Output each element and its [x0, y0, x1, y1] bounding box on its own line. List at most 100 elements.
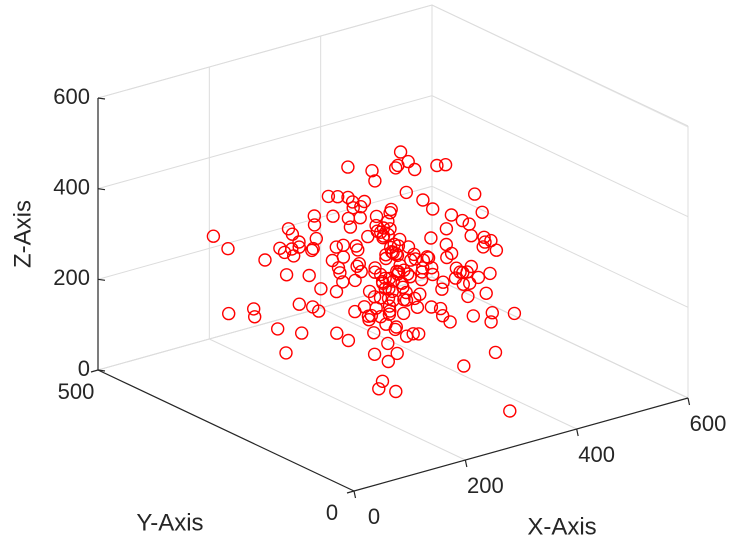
data-point: [438, 157, 453, 172]
data-point: [326, 209, 340, 223]
data-point: [329, 284, 344, 299]
x-tick-label: 400: [578, 442, 615, 467]
data-point: [279, 346, 293, 360]
data-point: [376, 230, 390, 245]
data-point: [367, 347, 382, 361]
data-point: [410, 300, 425, 314]
y-tick-label: 0: [326, 500, 338, 525]
data-point: [425, 261, 439, 275]
data-point: [364, 308, 379, 323]
data-point: [466, 309, 480, 323]
z-axis-label: Z-Axis: [9, 200, 36, 268]
data-point: [329, 240, 343, 254]
data-point: [416, 193, 430, 207]
data-point: [463, 276, 477, 290]
data-point: [381, 354, 395, 369]
data-point: [368, 174, 382, 188]
data-point: [372, 382, 386, 396]
data-point: [414, 272, 429, 287]
data-point: [382, 271, 397, 286]
data-point: [341, 160, 355, 174]
data-point: [436, 275, 450, 289]
data-point: [306, 300, 320, 314]
data-point: [381, 214, 395, 229]
y-axis-line: [97, 369, 355, 492]
data-point: [246, 302, 261, 316]
data-point: [413, 287, 427, 301]
data-point: [444, 208, 459, 222]
data-point: [321, 189, 336, 204]
pane-edge-top: [97, 4, 689, 128]
data-point: [383, 222, 397, 236]
data-point: [348, 304, 362, 319]
data-point: [477, 230, 491, 245]
x-tick-label: 200: [467, 473, 504, 498]
data-point: [343, 220, 358, 234]
x-tick-label: 0: [368, 504, 380, 529]
z-grid-line: [97, 95, 689, 218]
data-point: [277, 245, 292, 260]
data-point: [489, 243, 504, 257]
z-tick-label: 400: [53, 174, 90, 199]
data-point: [471, 270, 486, 285]
data-point: [341, 333, 356, 348]
data-point: [368, 261, 382, 275]
data-point: [426, 202, 440, 216]
data-point: [354, 264, 368, 279]
data-point: [404, 253, 418, 267]
x-grid-line: [97, 98, 355, 492]
data-point: [353, 210, 367, 225]
data-point: [461, 289, 475, 304]
data-point: [206, 229, 221, 243]
data-point: [368, 265, 382, 279]
data-point: [292, 297, 306, 311]
data-point: [435, 282, 449, 296]
y-tick: [346, 490, 355, 494]
data-point: [351, 243, 365, 257]
data-point: [444, 246, 459, 261]
z-grid-line: [97, 4, 689, 127]
data-point: [362, 284, 377, 299]
data-point: [475, 205, 489, 220]
data-point: [302, 268, 316, 283]
data-point: [375, 374, 390, 388]
data-point: [484, 315, 498, 329]
data-point: [433, 301, 448, 316]
z-tick: [97, 97, 106, 100]
data-point: [408, 162, 422, 177]
x-tick: [687, 397, 691, 406]
data-point: [295, 326, 309, 340]
data-point: [376, 221, 391, 235]
data-point: [436, 309, 450, 323]
data-point: [333, 266, 347, 280]
y-tick: [90, 369, 99, 373]
data-point: [399, 285, 413, 300]
data-point: [439, 237, 453, 252]
data-point: [426, 267, 440, 282]
data-point: [399, 329, 414, 343]
data-point: [406, 327, 420, 341]
data-point: [449, 261, 464, 275]
data-point: [456, 277, 470, 291]
data-point: [325, 253, 340, 268]
data-point: [285, 242, 299, 256]
x-tick: [576, 428, 579, 437]
data-point: [462, 217, 476, 231]
data-point: [247, 310, 262, 324]
data-point: [443, 315, 457, 329]
data-point: [483, 266, 497, 281]
data-point: [221, 241, 235, 256]
y-grid-line: [353, 126, 689, 492]
x-grid-line: [431, 5, 689, 399]
back-panes: [97, 4, 689, 399]
data-point: [352, 257, 366, 271]
data-point: [365, 163, 379, 178]
data-point: [279, 268, 294, 282]
data-point: [424, 300, 439, 314]
data-point: [485, 306, 499, 320]
data-point: [341, 211, 356, 226]
data-point: [305, 243, 319, 258]
data-point: [331, 189, 345, 204]
data-point: [507, 306, 522, 321]
data-point: [375, 275, 390, 289]
